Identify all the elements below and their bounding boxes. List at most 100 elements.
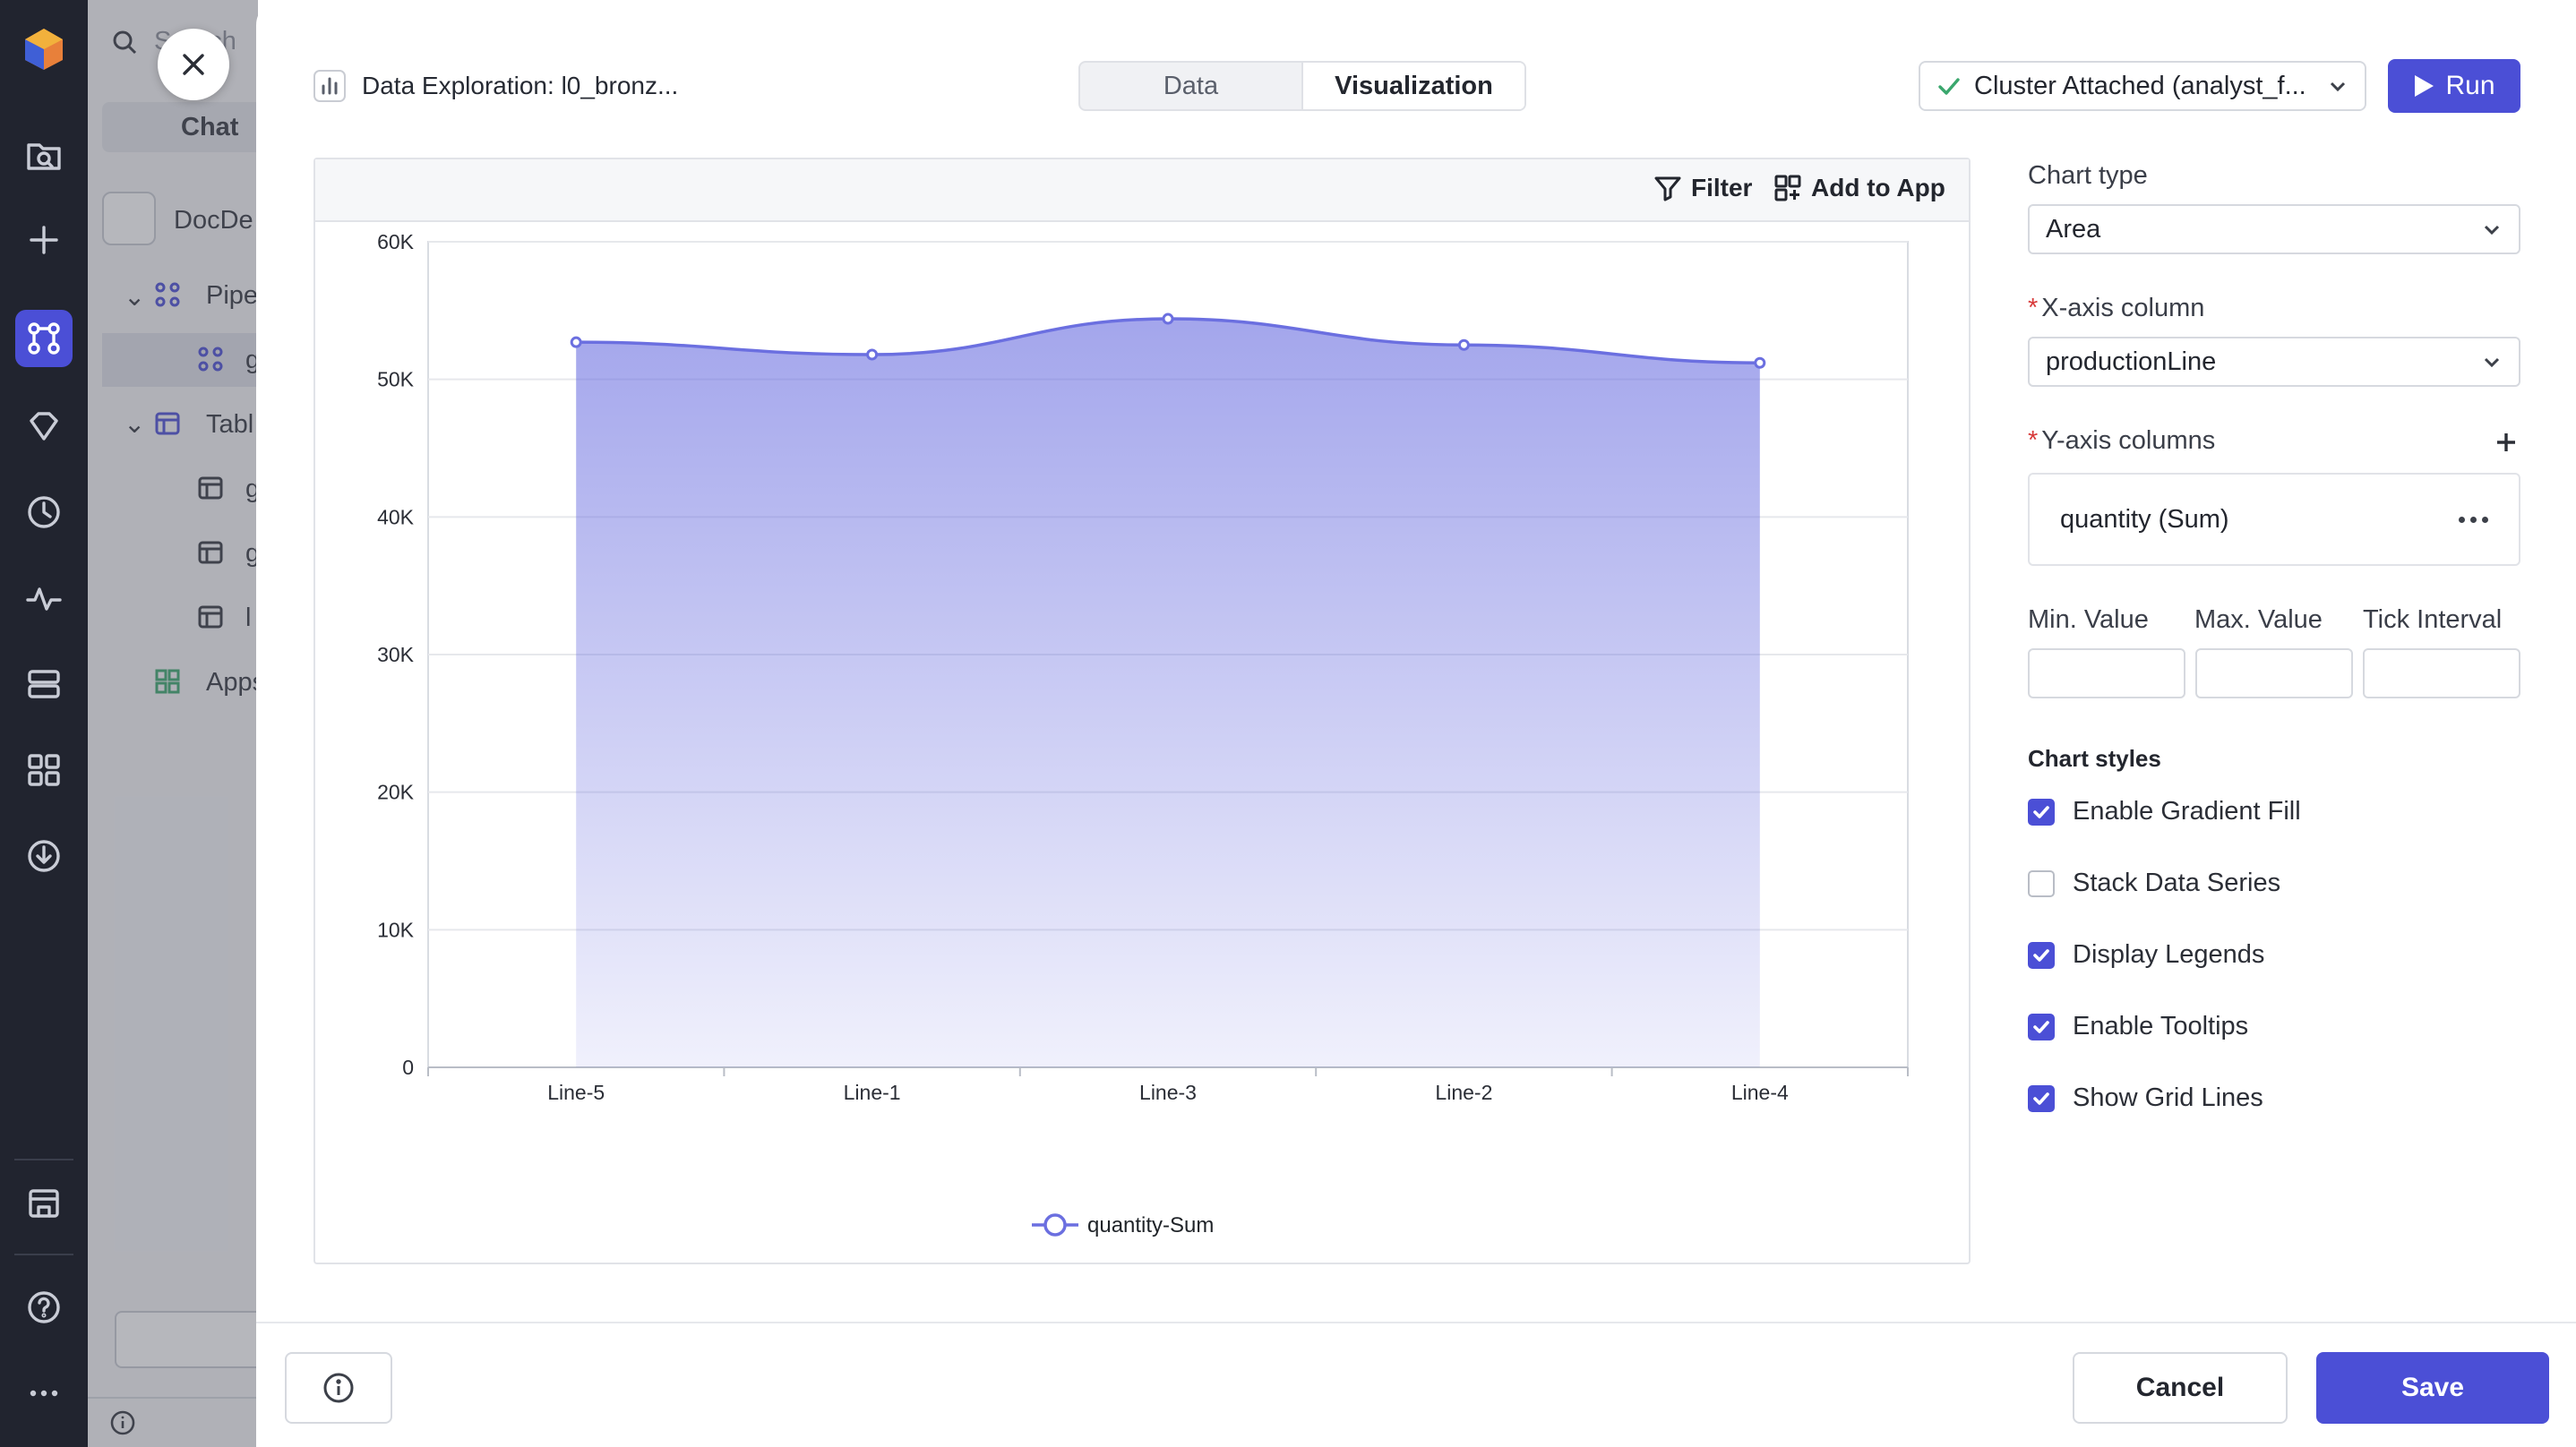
series-area: [576, 319, 1760, 1067]
y-tick-label: 60K: [377, 230, 415, 253]
tree-item-tables[interactable]: Tabl: [206, 410, 254, 439]
title-text: Data Exploration: l0_bronz...: [362, 72, 679, 99]
more-icon[interactable]: [15, 1365, 73, 1422]
activity-icon[interactable]: [15, 569, 73, 627]
rail-divider: [14, 1254, 73, 1255]
add-y-column-button[interactable]: [2490, 426, 2522, 458]
chart-type-select[interactable]: Area: [2028, 204, 2520, 254]
required-marker: *: [2028, 294, 2039, 322]
plus-icon: [2497, 433, 2515, 451]
table-icon: [198, 605, 223, 629]
display-legends-option[interactable]: Display Legends: [2028, 940, 2264, 970]
option-label: Enable Gradient Fill: [2073, 797, 2301, 826]
close-button[interactable]: [158, 29, 229, 100]
checkbox[interactable]: [2028, 1084, 2055, 1112]
y-column-item[interactable]: quantity (Sum): [2028, 473, 2520, 566]
x-axis-label: * X-axis column: [2028, 294, 2205, 322]
gradient-fill-option[interactable]: Enable Gradient Fill: [2028, 797, 2301, 826]
check-icon: [2033, 1020, 2049, 1033]
data-point: [570, 336, 582, 348]
add-to-app-icon: [1774, 175, 1801, 201]
rail-divider: [14, 1159, 73, 1160]
check-icon: [2033, 805, 2049, 818]
project-panel-background: Search Chat DocDe ⌄ Pipe g ⌄ Tabl g g l …: [88, 0, 258, 1447]
files-icon[interactable]: [15, 125, 73, 183]
cancel-button[interactable]: Cancel: [2073, 1352, 2288, 1424]
filter-icon: [1654, 176, 1681, 201]
area-chart[interactable]: 0 10K 20K 30K 40K 50K 60K Line-5 Line-1 Line-3 Lin…: [315, 159, 1969, 1263]
chart-type-label: Chart type: [2028, 161, 2148, 190]
tree-item-table[interactable]: g: [245, 475, 258, 503]
tab-data[interactable]: Data: [1163, 71, 1219, 100]
save-button[interactable]: Save: [2316, 1352, 2549, 1424]
enable-tooltips-option[interactable]: Enable Tooltips: [2028, 1012, 2248, 1041]
tree-item-selected[interactable]: [102, 333, 258, 387]
chat-tab[interactable]: Chat: [102, 102, 258, 152]
pipeline-icon: [198, 347, 223, 372]
app-nav-rail: [0, 0, 88, 1447]
tree-item-pipeline[interactable]: g: [245, 346, 258, 374]
more-options-icon[interactable]: [2459, 516, 2488, 523]
y-tick-label: 30K: [377, 643, 415, 666]
checkbox[interactable]: [2028, 1013, 2055, 1040]
chevron-down-icon[interactable]: ⌄: [124, 283, 146, 312]
check-icon: [2033, 948, 2049, 962]
store-icon[interactable]: [15, 1175, 73, 1232]
clock-icon[interactable]: [15, 484, 73, 541]
play-icon: [2415, 75, 2434, 97]
chevron-down-icon[interactable]: ⌄: [124, 410, 146, 439]
diamond-icon[interactable]: [15, 398, 73, 455]
option-label: Stack Data Series: [2073, 869, 2281, 897]
grid-icon[interactable]: [15, 741, 73, 799]
x-axis-select[interactable]: productionLine: [2028, 337, 2520, 387]
info-button[interactable]: [285, 1352, 392, 1424]
checkbox[interactable]: [2028, 869, 2055, 897]
x-tick-label: Line-3: [1139, 1081, 1197, 1104]
tick-interval-input[interactable]: [2363, 648, 2520, 698]
y-tick-label: 40K: [377, 505, 415, 528]
x-tick-label: Line-2: [1435, 1081, 1492, 1104]
data-point: [1754, 356, 1766, 369]
data-point: [1162, 313, 1174, 325]
required-marker: *: [2028, 426, 2039, 455]
chat-input[interactable]: [115, 1311, 258, 1368]
tree-item-pipelines[interactable]: Pipe: [206, 281, 258, 310]
legend-marker: [1043, 1213, 1067, 1237]
filter-button[interactable]: Filter: [1653, 174, 1752, 202]
download-icon[interactable]: [15, 827, 73, 885]
y-tick-label: 50K: [377, 368, 415, 391]
max-value-input[interactable]: [2195, 648, 2353, 698]
show-grid-lines-option[interactable]: Show Grid Lines: [2028, 1083, 2263, 1113]
info-icon[interactable]: [109, 1409, 136, 1436]
y-column-value: quantity (Sum): [2060, 504, 2229, 534]
chart-card: Filter Add to App 0 10K 20K 30K 40K 50K 60K Lin…: [313, 158, 1971, 1264]
tab-visualization[interactable]: Visualization: [1301, 63, 1524, 109]
checkbox[interactable]: [2028, 798, 2055, 826]
option-label: Display Legends: [2073, 940, 2265, 969]
cluster-select[interactable]: Cluster Attached (analyst_f...: [1919, 61, 2366, 111]
tree-item-table[interactable]: g: [245, 539, 258, 568]
run-button[interactable]: Run: [2388, 59, 2520, 113]
tree-item-apps[interactable]: Apps: [206, 668, 258, 697]
table-icon: [155, 412, 180, 435]
stack-series-option[interactable]: Stack Data Series: [2028, 869, 2280, 898]
modal-backdrop[interactable]: [88, 0, 258, 1447]
chevron-down-icon: [2330, 81, 2346, 92]
pipelines-icon[interactable]: [15, 310, 73, 367]
app-logo[interactable]: [21, 27, 66, 72]
add-icon[interactable]: [15, 211, 73, 269]
data-point: [866, 348, 879, 361]
tree-item-table[interactable]: l: [245, 604, 252, 632]
help-icon[interactable]: [15, 1279, 73, 1336]
y-axis-label: * Y-axis columns: [2028, 426, 2216, 455]
x-axis-value: productionLine: [2046, 347, 2217, 376]
checkbox[interactable]: [2028, 941, 2055, 969]
project-name: DocDe: [174, 206, 253, 235]
add-to-app-button[interactable]: Add to App: [1773, 174, 1945, 202]
apps-icon: [155, 669, 180, 694]
table-icon: [198, 541, 223, 564]
min-value-input[interactable]: [2028, 648, 2185, 698]
chart-styles-title: Chart styles: [2028, 745, 2161, 772]
chart-type-value: Area: [2046, 214, 2101, 244]
tray-icon[interactable]: [15, 655, 73, 713]
